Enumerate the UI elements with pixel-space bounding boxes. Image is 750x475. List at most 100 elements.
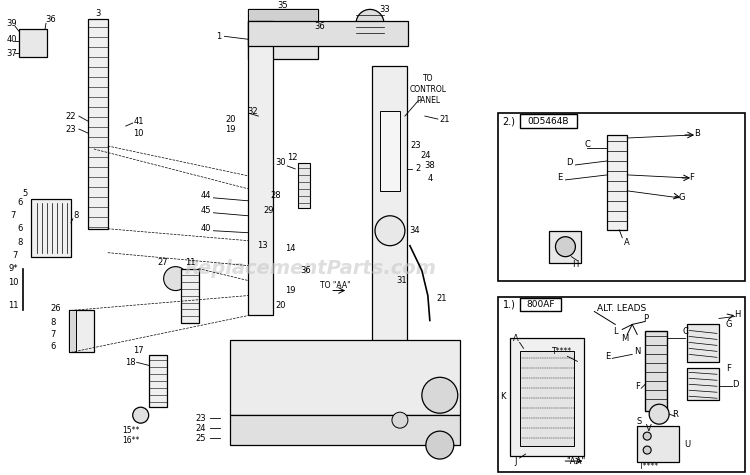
- Text: 6: 6: [50, 342, 55, 351]
- Text: N: N: [634, 347, 640, 356]
- Text: 40: 40: [200, 224, 211, 233]
- Text: 26: 26: [51, 304, 62, 313]
- Text: 21: 21: [436, 294, 447, 303]
- Circle shape: [422, 377, 458, 413]
- Circle shape: [426, 431, 454, 459]
- Bar: [298, 163, 310, 208]
- Text: 6: 6: [17, 199, 22, 207]
- Bar: [520, 352, 574, 446]
- Text: D: D: [732, 380, 738, 389]
- Text: 21: 21: [440, 114, 450, 124]
- Text: 11: 11: [185, 258, 196, 267]
- Text: F: F: [727, 364, 731, 373]
- Text: T****: T****: [553, 347, 572, 356]
- Text: K: K: [500, 392, 506, 401]
- Text: 13: 13: [257, 241, 268, 250]
- Text: C: C: [584, 141, 590, 150]
- Text: 9*: 9*: [8, 264, 18, 273]
- Bar: [687, 368, 719, 400]
- Text: 18: 18: [125, 358, 136, 367]
- Text: 23: 23: [195, 414, 206, 423]
- Bar: [248, 21, 408, 46]
- Bar: [645, 332, 667, 411]
- Text: 33: 33: [380, 5, 390, 14]
- Text: 19: 19: [225, 124, 236, 133]
- Bar: [248, 10, 318, 21]
- Text: 1.): 1.): [503, 300, 515, 310]
- Bar: [498, 296, 745, 472]
- Bar: [380, 111, 400, 191]
- Text: 17: 17: [134, 346, 144, 355]
- Bar: [31, 199, 71, 256]
- Circle shape: [164, 266, 188, 291]
- Text: 25: 25: [195, 434, 206, 443]
- Text: E: E: [556, 173, 562, 182]
- Text: 800AF: 800AF: [526, 300, 555, 309]
- Circle shape: [133, 407, 148, 423]
- Text: H: H: [734, 310, 740, 319]
- Text: F: F: [689, 173, 694, 182]
- Bar: [608, 135, 627, 230]
- Text: 11: 11: [8, 301, 18, 310]
- Bar: [88, 19, 108, 229]
- Bar: [19, 29, 47, 57]
- Text: P: P: [643, 314, 648, 323]
- Text: R: R: [672, 409, 678, 418]
- Text: H: H: [572, 260, 578, 269]
- Text: D: D: [566, 159, 573, 167]
- Text: 36: 36: [315, 22, 326, 31]
- Bar: [520, 114, 578, 128]
- Text: 8: 8: [17, 238, 22, 247]
- Circle shape: [375, 216, 405, 246]
- Text: V: V: [646, 424, 652, 433]
- Text: 10: 10: [8, 278, 18, 287]
- Text: 1: 1: [216, 32, 221, 41]
- Text: 12: 12: [287, 153, 298, 162]
- Circle shape: [392, 412, 408, 428]
- Text: ReplacementParts.com: ReplacementParts.com: [184, 259, 436, 278]
- Text: 8: 8: [50, 318, 55, 327]
- Text: 37: 37: [7, 49, 17, 58]
- Text: 24: 24: [195, 424, 206, 433]
- Text: 8: 8: [74, 211, 79, 220]
- Text: 7: 7: [13, 251, 18, 260]
- Text: 32: 32: [247, 106, 258, 115]
- Text: M: M: [622, 334, 628, 343]
- Bar: [550, 231, 581, 263]
- Bar: [181, 269, 199, 323]
- Text: 23: 23: [65, 124, 76, 133]
- Text: 3: 3: [95, 9, 100, 18]
- Text: 4: 4: [427, 174, 433, 183]
- Text: 15**: 15**: [122, 426, 140, 435]
- Bar: [248, 21, 273, 315]
- Text: G: G: [679, 193, 686, 202]
- Bar: [230, 415, 460, 445]
- Text: 39: 39: [7, 19, 17, 28]
- Text: C: C: [682, 327, 688, 336]
- Text: 35: 35: [277, 1, 287, 10]
- Text: T****: T****: [639, 462, 659, 471]
- Text: S: S: [637, 417, 642, 426]
- Text: L: L: [613, 327, 617, 336]
- Bar: [638, 426, 679, 462]
- Text: 2.): 2.): [503, 116, 515, 126]
- Text: A: A: [624, 238, 630, 247]
- Text: A: A: [513, 334, 518, 343]
- Text: ALT. LEADS: ALT. LEADS: [597, 304, 646, 313]
- Text: 29: 29: [263, 206, 274, 215]
- Text: TO "AA": TO "AA": [320, 281, 350, 290]
- Text: 6: 6: [17, 224, 22, 233]
- Circle shape: [650, 404, 669, 424]
- Text: 10: 10: [134, 129, 144, 138]
- Bar: [248, 10, 318, 59]
- Bar: [69, 311, 76, 352]
- Text: 0D5464B: 0D5464B: [528, 116, 569, 125]
- Text: 20: 20: [225, 114, 236, 124]
- Bar: [498, 113, 745, 281]
- Text: G: G: [726, 320, 732, 329]
- Text: 28: 28: [270, 191, 280, 200]
- Text: 41: 41: [134, 116, 144, 125]
- Text: U: U: [684, 439, 690, 448]
- Text: 36: 36: [46, 15, 56, 24]
- Text: 7: 7: [50, 330, 55, 339]
